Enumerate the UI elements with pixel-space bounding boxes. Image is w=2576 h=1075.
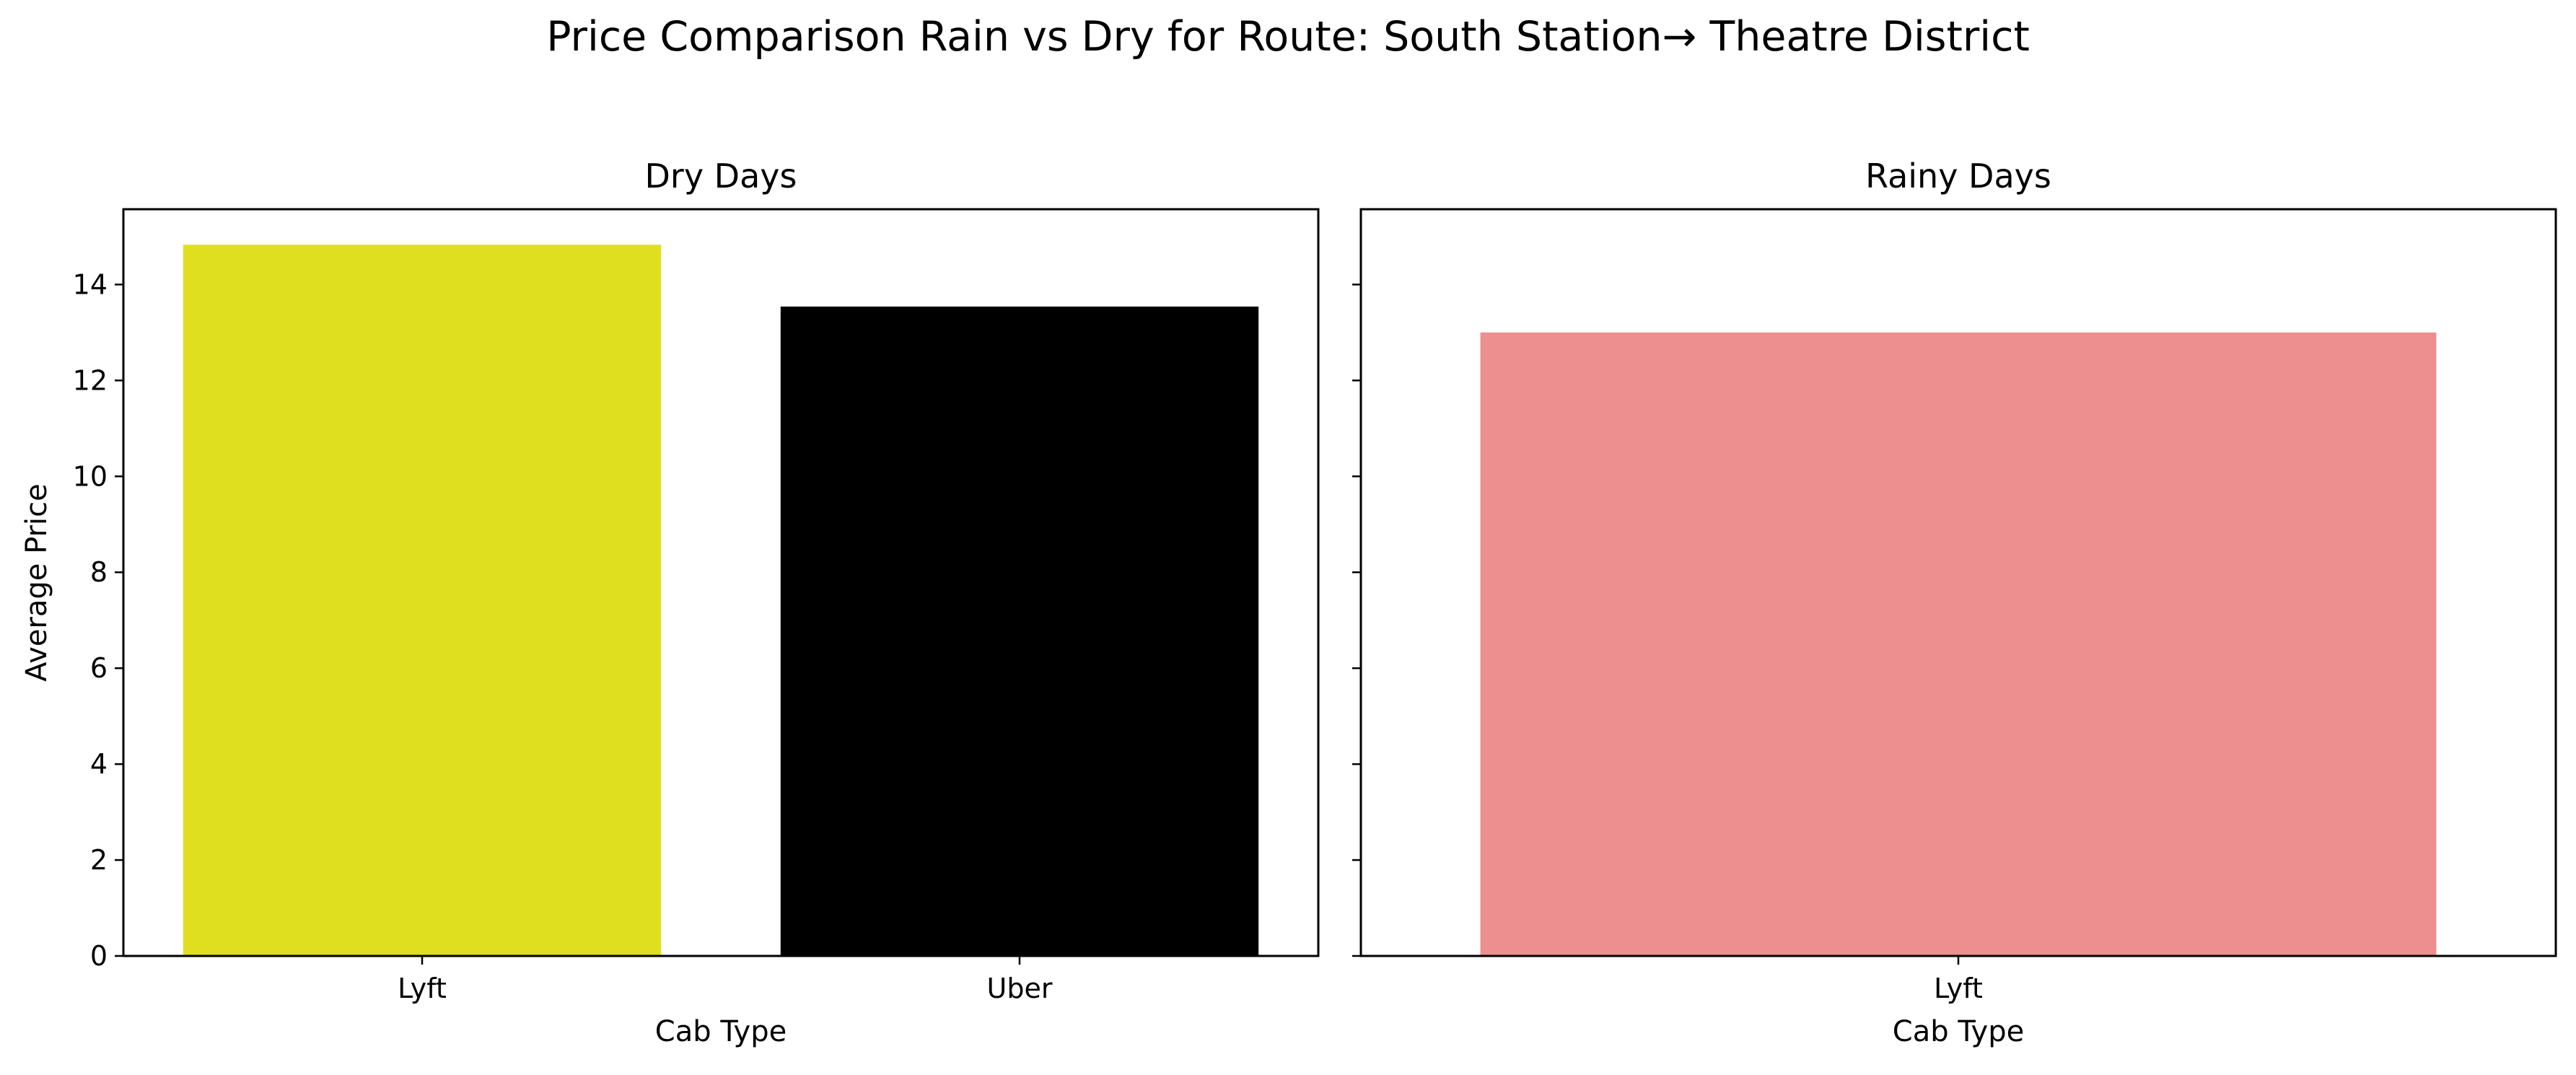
x-axis-label: Cab Type <box>1893 1015 2024 1048</box>
y-tick-label: 14 <box>73 268 108 300</box>
figure-title: Price Comparison Rain vs Dry for Route: … <box>546 13 2030 61</box>
y-tick-label: 12 <box>73 364 108 396</box>
bar-lyft <box>183 245 662 956</box>
y-tick-label: 0 <box>90 940 108 972</box>
axes-title: Dry Days <box>645 157 797 196</box>
y-tick-label: 6 <box>90 652 108 684</box>
axes-frame <box>122 208 1320 957</box>
y-tick-label: 4 <box>90 748 108 780</box>
x-tick-label: Uber <box>987 973 1053 1004</box>
subplot-1: 0 2 4 6 8 10 12 14 Lyft Uber Dry Days Cab Type Avera… <box>20 157 1320 1048</box>
subplot-2: Lyft Rainy Days Cab Type <box>1352 157 2557 1048</box>
subplots: 0 2 4 6 8 10 12 14 Lyft Uber Dry Days Cab Type Avera… <box>20 157 2557 1048</box>
axes-title: Rainy Days <box>1865 157 2051 196</box>
x-axis-label: Cab Type <box>655 1015 787 1048</box>
y-tick-label: 2 <box>90 844 108 876</box>
y-tick-label: 8 <box>90 556 108 588</box>
y-axis-label: Average Price <box>20 483 53 682</box>
x-tick-label: Lyft <box>398 973 447 1004</box>
bar-lyft <box>1480 332 2437 956</box>
bar-uber <box>780 306 1259 956</box>
x-tick-label: Lyft <box>1934 973 1983 1004</box>
y-tick-label: 10 <box>73 460 108 492</box>
